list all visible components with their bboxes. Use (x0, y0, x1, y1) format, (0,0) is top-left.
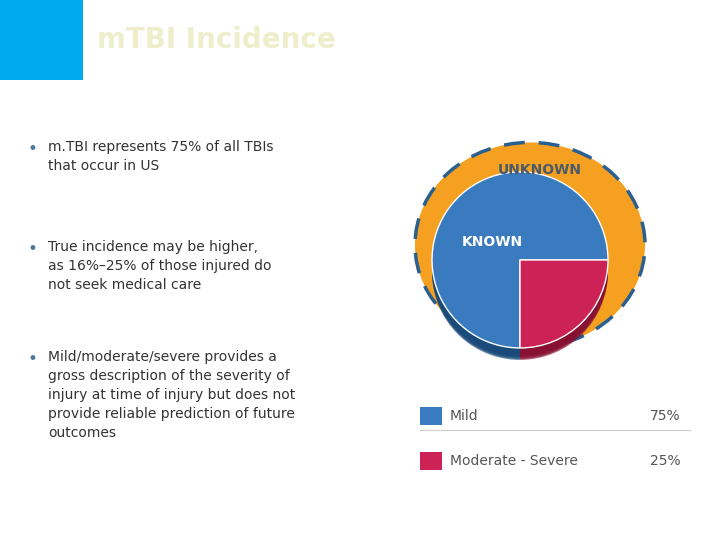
Bar (420, 407, 442, 425)
Wedge shape (432, 179, 608, 355)
Wedge shape (432, 175, 608, 351)
Text: m.TBI represents 75% of all TBIs
that occur in US: m.TBI represents 75% of all TBIs that oc… (48, 140, 274, 173)
Text: 25%: 25% (650, 454, 680, 468)
Wedge shape (520, 270, 608, 358)
Bar (0, 0, 83, 80)
Wedge shape (432, 184, 608, 360)
Text: UNKNOWN: UNKNOWN (498, 163, 582, 177)
Wedge shape (432, 178, 608, 354)
Wedge shape (432, 177, 608, 353)
Wedge shape (432, 174, 608, 350)
Wedge shape (520, 266, 608, 354)
Text: Mild/moderate/severe provides a
gross description of the severity of
injury at t: Mild/moderate/severe provides a gross de… (48, 350, 295, 440)
Text: •: • (28, 350, 38, 368)
Wedge shape (520, 262, 608, 350)
Wedge shape (520, 261, 608, 349)
Wedge shape (520, 265, 608, 353)
Text: •: • (28, 140, 38, 158)
Wedge shape (520, 272, 608, 360)
Wedge shape (520, 268, 608, 356)
Wedge shape (432, 181, 608, 357)
Wedge shape (432, 182, 608, 358)
Wedge shape (520, 260, 608, 348)
Text: •: • (28, 240, 38, 258)
Wedge shape (432, 173, 608, 349)
Wedge shape (520, 267, 608, 355)
Bar (420, 452, 442, 470)
Wedge shape (520, 263, 608, 351)
Text: mTBI Incidence: mTBI Incidence (97, 26, 336, 54)
Wedge shape (432, 180, 608, 356)
Wedge shape (432, 176, 608, 352)
Text: Mild: Mild (450, 409, 479, 423)
Wedge shape (520, 269, 608, 357)
Ellipse shape (415, 143, 645, 347)
Wedge shape (432, 183, 608, 359)
Text: True incidence may be higher,
as 16%–25% of those injured do
not seek medical ca: True incidence may be higher, as 16%–25%… (48, 240, 271, 292)
Wedge shape (520, 271, 608, 359)
Text: KNOWN: KNOWN (462, 235, 523, 249)
Text: 75%: 75% (650, 409, 680, 423)
Wedge shape (520, 264, 608, 352)
Wedge shape (432, 172, 608, 348)
Text: Moderate - Severe: Moderate - Severe (450, 454, 578, 468)
